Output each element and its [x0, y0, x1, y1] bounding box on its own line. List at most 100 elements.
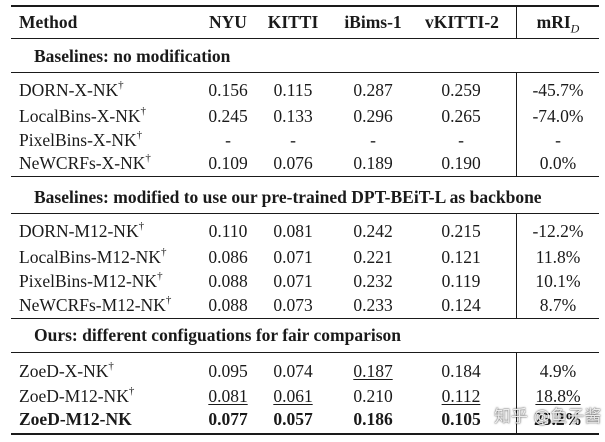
header-rule — [11, 38, 599, 39]
value-cell: 0.061 — [273, 386, 313, 406]
value-cell: 0.233 — [353, 295, 393, 315]
value-cell: 0.109 — [208, 153, 248, 173]
table-row: ZoeD-X-NK† 0.095 0.074 0.187 0.184 4.9% — [0, 358, 605, 384]
value-cell: -12.2% — [532, 221, 584, 241]
value-cell: 0.265 — [441, 106, 481, 126]
value-cell: 0.105 — [441, 409, 481, 429]
method-name: ZoeD-M12-NK† — [19, 383, 134, 409]
method-name: PixelBins-M12-NK† — [19, 268, 163, 294]
method-label: DORN-X-NK — [19, 80, 119, 100]
value-cell: - — [555, 130, 561, 150]
column-separator — [516, 214, 517, 319]
table-row: ZoeD-M12-NK 0.077 0.057 0.186 0.105 25.2% — [0, 406, 605, 432]
value-cell: - — [370, 130, 376, 150]
bottom-rule — [11, 433, 599, 435]
value-cell: -45.7% — [532, 80, 584, 100]
method-name: ZoeD-M12-NK — [19, 406, 132, 432]
value-cell: -74.0% — [532, 106, 584, 126]
method-label: NeWCRFs-M12-NK — [19, 295, 166, 315]
value-cell: 0.088 — [208, 271, 248, 291]
method-label: LocalBins-X-NK — [19, 106, 141, 126]
value-cell: 0.187 — [353, 361, 393, 381]
dagger-mark: † — [108, 360, 114, 373]
table-row: ZoeD-M12-NK† 0.081 0.061 0.210 0.112 18.8% — [0, 383, 605, 409]
value-cell: 0.210 — [353, 386, 393, 406]
table-row: DORN-M12-NK† 0.110 0.081 0.242 0.215 -12.2% — [0, 218, 605, 244]
value-cell: 0.232 — [353, 271, 393, 291]
value-cell: 0.119 — [441, 271, 481, 291]
value-cell: 0.221 — [353, 247, 393, 267]
value-cell: 11.8% — [535, 247, 581, 267]
value-cell: 0.245 — [208, 106, 248, 126]
value-cell: 0.057 — [273, 409, 313, 429]
value-cell: 0.186 — [353, 409, 393, 429]
section-rule — [11, 176, 599, 177]
header-nyu: NYU — [209, 12, 247, 32]
method-label: PixelBins-X-NK — [19, 130, 137, 150]
section-title: Ours: different configuations for fair c… — [34, 325, 401, 345]
method-label: ZoeD-M12-NK — [19, 386, 129, 406]
value-cell: 0.189 — [353, 153, 393, 173]
value-cell: 0.287 — [353, 80, 393, 100]
value-cell: 0.076 — [273, 153, 313, 173]
section-rule — [11, 213, 599, 214]
value-cell: 0.124 — [441, 295, 481, 315]
value-cell: 0.115 — [273, 80, 313, 100]
value-cell: 0.190 — [441, 153, 481, 173]
value-cell: 8.7% — [539, 295, 577, 315]
header-mri: mRID — [519, 9, 597, 35]
section-rule — [11, 318, 599, 319]
value-cell: 0.071 — [273, 271, 313, 291]
table-row: NeWCRFs-M12-NK† 0.088 0.073 0.233 0.124 8.7% — [0, 292, 605, 318]
method-name: NeWCRFs-X-NK† — [19, 150, 151, 176]
method-name: PixelBins-X-NK† — [19, 127, 142, 153]
value-cell: 0.110 — [208, 221, 248, 241]
header-row: Method NYU KITTI iBims-1 vKITTI-2 mRID — [0, 9, 605, 35]
section-rule — [11, 72, 599, 73]
value-cell: 0.121 — [441, 247, 481, 267]
value-cell: 25.2% — [533, 409, 583, 429]
header-mri-subscript: D — [570, 21, 580, 36]
method-name: DORN-X-NK† — [19, 77, 124, 103]
value-cell: 18.8% — [535, 386, 581, 406]
value-cell: 0.259 — [441, 80, 481, 100]
method-label: ZoeD-X-NK — [19, 361, 109, 381]
method-name: DORN-M12-NK† — [19, 218, 144, 244]
method-name: LocalBins-M12-NK† — [19, 244, 166, 270]
value-cell: - — [290, 130, 296, 150]
table-row: NeWCRFs-X-NK† 0.109 0.076 0.189 0.190 0.0% — [0, 150, 605, 176]
value-cell: 4.9% — [539, 361, 577, 381]
method-label: DORN-M12-NK — [19, 221, 139, 241]
dagger-mark: † — [140, 105, 147, 118]
value-cell: 0.242 — [353, 221, 393, 241]
value-cell: 0.184 — [441, 361, 481, 381]
header-vkitti: vKITTI-2 — [425, 12, 499, 32]
column-separator — [516, 353, 517, 434]
dagger-mark: † — [118, 79, 124, 92]
value-cell: 0.088 — [208, 295, 248, 315]
value-cell: 0.095 — [208, 361, 248, 381]
table-row: DORN-X-NK† 0.156 0.115 0.287 0.259 -45.7% — [0, 77, 605, 103]
header-method: Method — [19, 12, 78, 32]
method-label: NeWCRFs-X-NK — [19, 153, 146, 173]
value-cell: 0.0% — [539, 153, 577, 173]
value-cell: - — [458, 130, 464, 150]
dagger-mark: † — [165, 294, 172, 307]
method-label: LocalBins-M12-NK — [19, 247, 161, 267]
value-cell: 0.296 — [353, 106, 393, 126]
value-cell: 0.215 — [441, 221, 481, 241]
value-cell: 10.1% — [535, 271, 581, 291]
section-title: Baselines: modified to use our pre-train… — [34, 187, 542, 207]
value-cell: 0.071 — [273, 247, 313, 267]
dagger-mark: † — [157, 270, 163, 283]
watermark: 知乎 @鱼子酱 — [494, 407, 602, 427]
value-cell: 0.073 — [273, 295, 313, 315]
section-title: Baselines: no modification — [34, 46, 231, 66]
top-rule — [11, 5, 599, 7]
table-row: LocalBins-X-NK† 0.245 0.133 0.296 0.265 -74.0… — [0, 103, 605, 129]
value-cell: 0.081 — [208, 386, 248, 406]
dagger-mark: † — [136, 129, 143, 142]
header-mri-label: mRI — [536, 12, 571, 32]
dagger-mark: † — [128, 385, 135, 398]
